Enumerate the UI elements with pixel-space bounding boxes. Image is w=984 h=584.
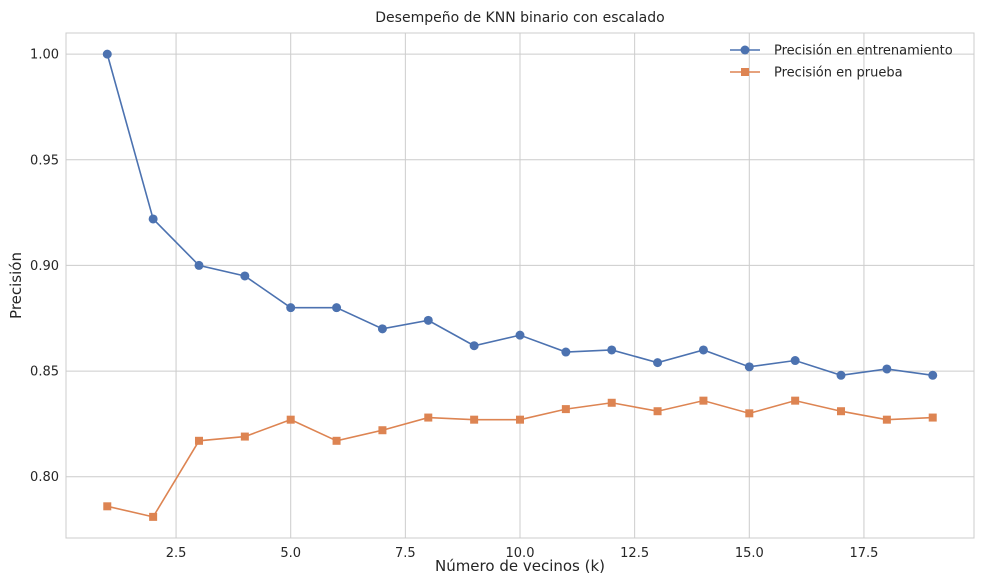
x-axis-label: Número de vecinos (k) (435, 557, 605, 575)
data-point (470, 415, 479, 424)
data-point (561, 347, 571, 357)
data-point (653, 358, 663, 368)
data-point (607, 345, 617, 355)
legend-label: Precisión en prueba (774, 66, 903, 81)
data-point (194, 260, 204, 270)
data-point (149, 512, 158, 521)
y-axis-ticks: 0.80 0.85 0.90 0.95 1.00 (30, 48, 59, 486)
data-point (286, 415, 295, 424)
legend-item: Precisión en prueba (730, 66, 903, 81)
y-tick-label: 1.00 (30, 48, 59, 63)
data-point (332, 303, 342, 313)
data-point (836, 370, 846, 380)
data-point (561, 405, 570, 414)
data-point (790, 356, 800, 366)
data-point (516, 415, 524, 424)
data-point (424, 413, 433, 422)
series-1 (102, 49, 938, 380)
series-2 (103, 396, 937, 521)
data-point (837, 407, 846, 416)
data-point (744, 362, 754, 372)
data-point (469, 341, 479, 351)
data-point (653, 407, 662, 416)
data-point (699, 396, 708, 405)
y-axis-label: Precisión (7, 252, 25, 319)
legend: Precisión en entrenamiento Precisión en p… (730, 44, 953, 81)
plot-frame (65, 32, 975, 539)
data-point (240, 271, 250, 281)
data-point (194, 436, 203, 445)
data-point (148, 214, 158, 224)
data-point (928, 370, 938, 380)
data-point (240, 432, 249, 441)
data-point (515, 330, 525, 340)
y-tick-label: 0.95 (30, 153, 59, 168)
y-tick-label: 0.85 (30, 365, 59, 380)
data-point (102, 49, 112, 59)
legend-label: Precisión en entrenamiento (774, 44, 953, 59)
data-point (286, 303, 296, 313)
data-point (103, 502, 112, 511)
data-point (423, 315, 433, 325)
x-tick-label: 12.5 (620, 546, 649, 561)
data-point (928, 413, 937, 422)
x-tick-label: 5.0 (280, 546, 301, 561)
chart-title: Desempeño de KNN binario con escalado (375, 10, 664, 26)
data-point (791, 396, 800, 405)
series-layer (102, 49, 938, 521)
data-point (607, 398, 616, 407)
data-point (332, 436, 341, 445)
y-tick-label: 0.90 (30, 259, 59, 274)
legend-marker (741, 68, 749, 76)
data-point (698, 345, 708, 355)
data-point (882, 415, 891, 424)
x-tick-label: 2.5 (166, 546, 187, 561)
legend-item: Precisión en entrenamiento (730, 44, 953, 59)
y-tick-label: 0.80 (30, 470, 59, 485)
legend-marker (740, 45, 750, 55)
grid-lines (66, 33, 974, 538)
x-tick-label: 10.0 (506, 546, 535, 561)
data-point (882, 364, 892, 374)
x-tick-label: 17.5 (849, 546, 878, 561)
data-point (377, 324, 387, 334)
data-point (745, 409, 754, 418)
x-tick-label: 7.5 (395, 546, 416, 561)
data-point (378, 426, 387, 435)
x-axis-ticks: 2.5 5.0 7.5 10.0 12.5 15.0 17.5 (166, 546, 879, 561)
x-tick-label: 15.0 (735, 546, 764, 561)
